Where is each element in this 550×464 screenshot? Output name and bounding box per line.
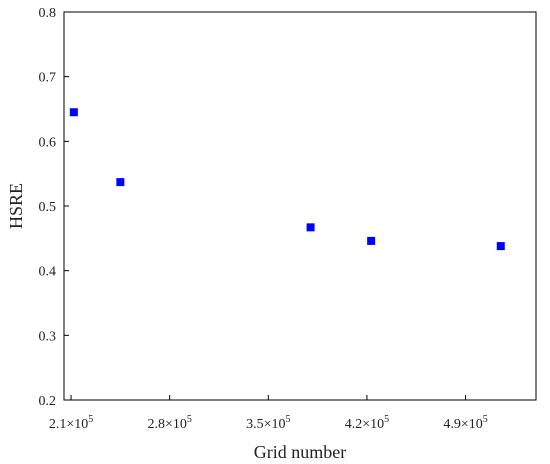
x-axis-label: Grid number [254, 442, 346, 462]
x-tick-label: 4.9×105 [443, 414, 487, 432]
x-tick-label: 2.8×105 [147, 414, 191, 432]
y-axis-ticks: 0.2 0.3 0.4 0.5 0.6 0.7 0.8 [39, 6, 69, 409]
y-tick-label: 0.6 [39, 135, 57, 150]
y-tick-label: 0.2 [39, 394, 57, 409]
y-tick-label: 0.3 [39, 329, 57, 344]
y-tick-label: 0.5 [39, 200, 57, 215]
x-tick-label: 4.2×105 [345, 414, 389, 432]
data-point [496, 242, 505, 251]
y-axis-label: HSRE [6, 183, 26, 229]
data-points [69, 108, 505, 251]
data-point [116, 178, 125, 187]
x-tick-label: 3.5×105 [246, 414, 290, 432]
x-tick-label: 2.1×105 [49, 414, 93, 432]
y-tick-label: 0.8 [39, 6, 57, 21]
data-point [69, 108, 78, 117]
data-point [306, 223, 315, 232]
plot-frame [63, 11, 537, 401]
x-axis-ticks: 2.1×105 2.8×105 3.5×105 4.2×105 4.9×105 [49, 395, 488, 432]
data-point [367, 236, 376, 245]
y-tick-label: 0.4 [39, 265, 57, 280]
y-tick-label: 0.7 [39, 71, 57, 86]
